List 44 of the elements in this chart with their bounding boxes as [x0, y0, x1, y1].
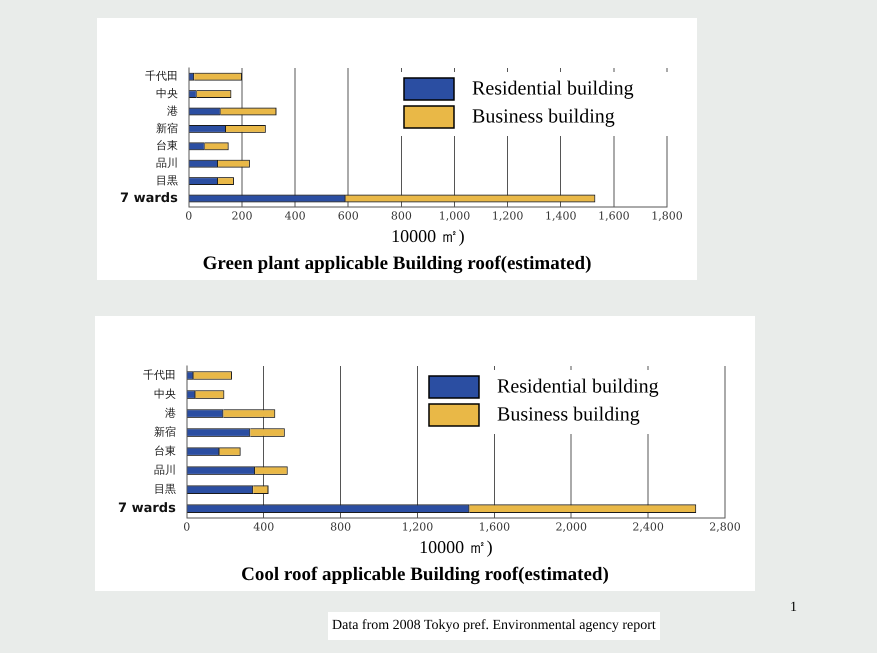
y-tick-label: 千代田 — [144, 70, 178, 83]
x-tick-label: 1,200 — [402, 520, 434, 534]
y-tick-label: 新宿 — [154, 425, 176, 438]
x-tick-label: 1,000 — [438, 210, 470, 223]
y-tick-label: 7 wards — [118, 501, 176, 516]
legend-label: Business building — [496, 403, 640, 426]
y-tick-label: 品川 — [154, 463, 176, 476]
y-tick-label: 目黒 — [156, 174, 178, 187]
x-tick-label: 400 — [253, 520, 274, 534]
legend-label: Residential building — [472, 77, 634, 100]
text: Data from 2008 Tokyo pref. Environmental agency report — [328, 612, 660, 640]
x-tick-label: 0 — [185, 210, 192, 223]
x-tick-label: 2,800 — [709, 520, 741, 534]
x-tick-label: 1,600 — [598, 210, 630, 223]
y-tick-label: 千代田 — [142, 368, 176, 382]
x-tick-label: 1,600 — [478, 520, 510, 534]
x-tick-label: 600 — [338, 210, 359, 223]
x-tick-label: 1,400 — [544, 210, 576, 223]
x-tick-label: 200 — [231, 210, 252, 223]
y-tick-label: 目黒 — [154, 482, 176, 496]
x-tick-label: 1,800 — [651, 210, 683, 223]
text: Cool roof applicable Building roof(estimated) — [240, 564, 610, 586]
y-tick-label: 中央 — [154, 387, 176, 400]
legend-label: Residential building — [496, 375, 659, 398]
x-tick-label: 1,200 — [492, 210, 524, 223]
x-tick-label: 800 — [330, 520, 352, 534]
x-axis-title: 10000 ㎡) — [419, 536, 493, 557]
y-tick-label: 港 — [166, 104, 178, 118]
x-tick-label: 400 — [284, 210, 306, 223]
y-tick-label: 中央 — [156, 86, 178, 100]
y-tick-label: 新宿 — [156, 122, 178, 135]
y-tick-label: 台東 — [156, 139, 178, 152]
y-tick-label: 港 — [164, 406, 176, 420]
x-tick-label: 0 — [183, 520, 190, 534]
text: 1 — [790, 600, 797, 616]
x-axis-title: 10000 ㎡) — [391, 226, 465, 246]
x-tick-label: 2,400 — [632, 520, 664, 534]
y-tick-label: 7 wards — [120, 190, 178, 206]
x-tick-label: 800 — [390, 210, 412, 223]
x-tick-label: 2,000 — [555, 520, 587, 534]
text: Green plant applicable Building roof(estimated) — [202, 253, 592, 275]
y-tick-label: 品川 — [156, 156, 178, 170]
y-tick-label: 台東 — [154, 444, 176, 458]
legend-label: Business building — [472, 105, 615, 128]
